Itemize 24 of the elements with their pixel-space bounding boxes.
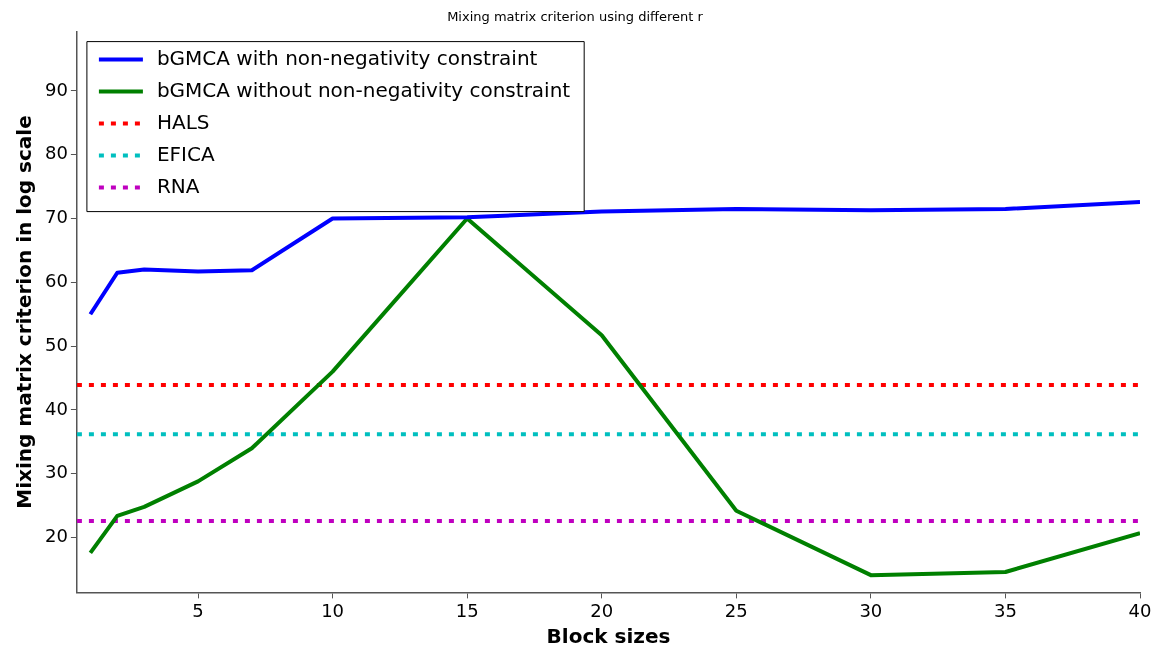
x-tick-label: 10 [321,599,345,621]
legend-label: bGMCA without non-negativity constraint [156,77,571,102]
y-axis-title: Mixing matrix criterion in log scale [12,115,37,509]
x-tick-label: 20 [590,599,614,621]
y-tick-label: 80 [45,142,68,164]
y-tick-label: 90 [45,78,68,100]
x-axis-title: Block sizes [546,624,671,649]
y-tick-label: 30 [45,461,68,483]
legend-label: RNA [156,173,200,198]
y-tick-label: 60 [45,270,68,291]
y-tick-label: 50 [45,333,68,355]
x-tick-label: 35 [993,599,1017,621]
y-tick-label: 40 [45,397,68,419]
y-tick-label: 70 [45,206,68,228]
x-tick-label: 15 [455,599,479,621]
legend-label: EFICA [156,141,215,166]
legend-label: HALS [156,109,210,134]
x-tick-label: 5 [192,599,204,621]
x-tick-label: 30 [859,599,883,621]
x-tick-label: 40 [1128,599,1152,621]
chart-title: Mixing matrix criterion using different r [447,9,704,25]
legend-label: bGMCA with non-negativity constraint [156,45,538,70]
x-tick-label: 25 [724,599,748,621]
y-tick-label: 20 [45,525,68,547]
